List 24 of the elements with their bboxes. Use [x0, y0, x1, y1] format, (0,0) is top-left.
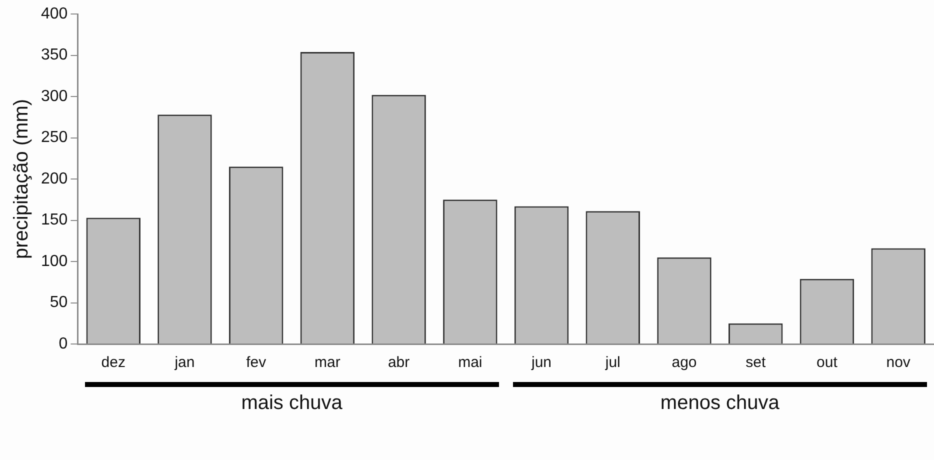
x-tick-label: jul	[604, 354, 620, 372]
x-tick-label: out	[816, 354, 838, 372]
y-tick-label: 250	[40, 129, 68, 146]
y-tick-label: 400	[40, 5, 68, 22]
y-tick-label: 300	[40, 88, 68, 105]
x-tick-label: ago	[672, 354, 697, 372]
x-tick-label: mai	[458, 354, 482, 372]
y-tick-label: 200	[40, 170, 68, 188]
y-tick-label: 0	[58, 335, 68, 352]
x-tick-label: fev	[246, 354, 267, 372]
y-tick-label: 100	[40, 252, 68, 270]
x-tick-label: mar	[314, 354, 340, 372]
x-tick-label: jan	[174, 354, 195, 372]
text: mais chuva	[240, 392, 344, 415]
y-tick-label: 350	[40, 46, 68, 64]
x-tick-label: set	[746, 354, 766, 372]
x-tick-label: dez	[101, 354, 126, 372]
x-tick-label: jun	[530, 354, 552, 372]
y-tick-label: 150	[40, 212, 68, 229]
y-tick-label: 50	[50, 294, 68, 312]
y-axis-title: precipitação (mm)	[10, 98, 33, 260]
text: menos chuva	[659, 392, 780, 415]
x-tick-label: abr	[388, 354, 410, 372]
x-tick-label: nov	[886, 354, 911, 372]
